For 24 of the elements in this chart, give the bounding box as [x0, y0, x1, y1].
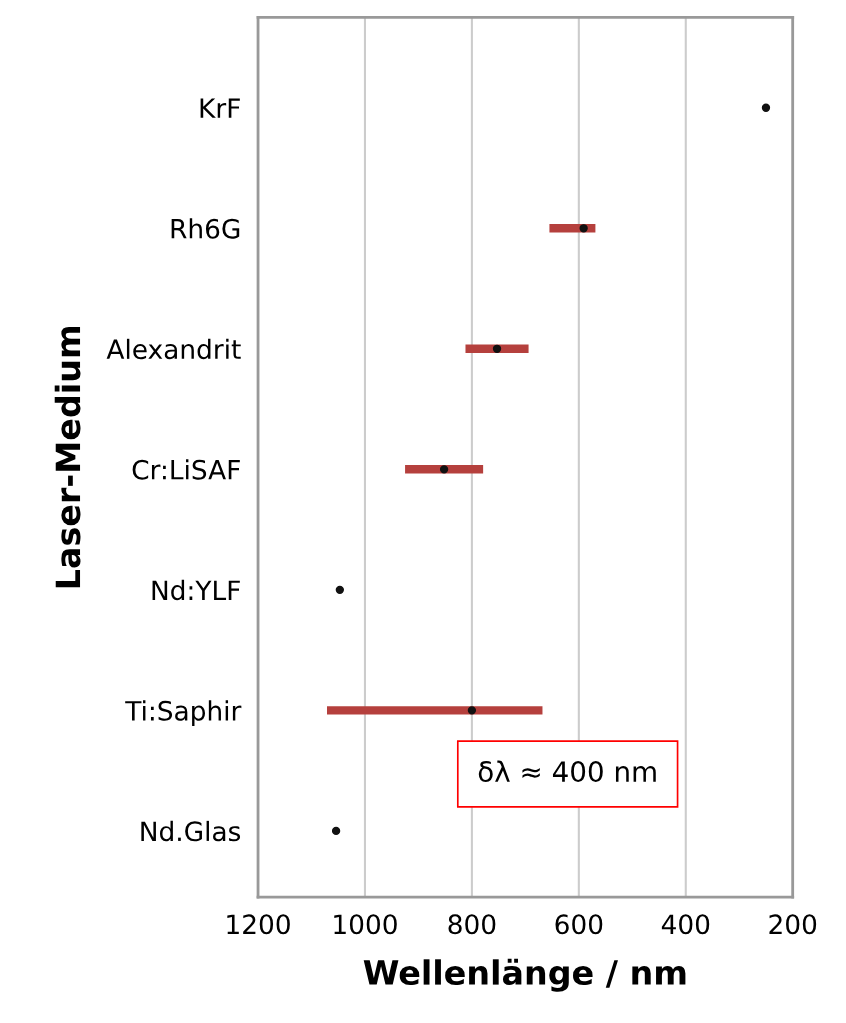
y-tick-label: KrF	[200, 98, 240, 118]
point	[761, 103, 771, 112]
x-axis-title: Wellenlänge / nm	[363, 958, 686, 992]
point	[439, 465, 449, 474]
x-tick-label: 1000	[334, 914, 397, 935]
y-axis-title: Laser-Medium	[54, 326, 81, 588]
x-tick-label: 200	[769, 914, 817, 935]
y-tick-label: Alexandrit	[106, 338, 241, 360]
bar	[405, 465, 484, 474]
x-tick-label: 1200	[227, 914, 290, 935]
point	[492, 344, 502, 353]
x-tick-label: 800	[448, 914, 496, 935]
bar	[327, 706, 543, 715]
annotation: δλ ≈ 400 nm	[478, 760, 656, 783]
x-tick-label: 400	[661, 914, 710, 935]
point	[335, 585, 345, 595]
y-tick-label: Ti:Saphir	[125, 700, 242, 726]
y-tick-label: Nd:YLF	[152, 579, 240, 601]
point	[467, 706, 477, 715]
y-tick-label: Nd.Glas	[141, 820, 241, 842]
y-tick-label: Rh6G	[171, 218, 240, 239]
point	[331, 826, 341, 836]
x-tick-label: 600	[555, 914, 603, 935]
y-tick-label: Cr:LiSAF	[132, 459, 240, 480]
